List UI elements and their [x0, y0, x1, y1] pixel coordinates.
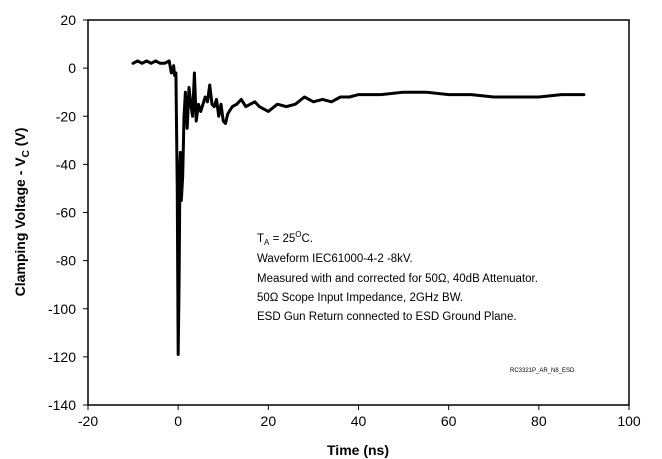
x-axis-ticks: -20 0 20 40 60 80 100 — [78, 405, 641, 429]
y-tick-label: -140 — [48, 397, 76, 413]
x-tick-label: 20 — [261, 413, 277, 429]
y-tick-label: -20 — [56, 108, 76, 124]
y-axis-title-unit: (V) — [12, 128, 28, 151]
x-tick-label: 100 — [617, 413, 641, 429]
x-tick-label: 60 — [441, 413, 457, 429]
y-axis-title: Clamping Voltage - VC (V) — [12, 128, 32, 297]
annotation-waveform: Waveform IEC61000-4-2 -8kV. — [257, 253, 413, 265]
annotation-impedance: 50Ω Scope Input Impedance, 2GHz BW. — [257, 292, 463, 304]
y-axis-title-subscript: C — [21, 150, 32, 157]
x-tick-label: -20 — [78, 413, 98, 429]
x-tick-label: 40 — [351, 413, 367, 429]
x-axis-title: Time (ns) — [327, 442, 389, 458]
y-axis-title-main: Clamping Voltage - V — [12, 157, 28, 297]
y-tick-label: -100 — [48, 301, 76, 317]
y-tick-label: -80 — [56, 253, 76, 269]
annotation-temperature: TA = 25OC. — [257, 230, 313, 247]
clamping-voltage-line — [131, 59, 586, 356]
temp-degree: O — [295, 230, 301, 239]
figure-code: RC3321P_AR_N8_ESD — [510, 368, 575, 374]
temp-subscript: A — [264, 238, 270, 247]
y-tick-label: 0 — [68, 60, 76, 76]
conditions-annotation: TA = 25OC. Waveform IEC61000-4-2 -8kV. M… — [257, 230, 538, 323]
x-tick-label: 80 — [531, 413, 547, 429]
annotation-ground: ESD Gun Return connected to ESD Ground P… — [257, 311, 517, 323]
y-axis-ticks: 20 0 -20 -40 -60 -80 -100 -120 -140 — [48, 12, 88, 413]
y-tick-label: -60 — [56, 205, 76, 221]
annotation-measured: Measured with and corrected for 50Ω, 40d… — [257, 273, 538, 285]
y-tick-label: 20 — [60, 12, 76, 28]
y-tick-label: -120 — [48, 349, 76, 365]
plot-area — [87, 19, 630, 406]
temp-unit: C. — [302, 233, 314, 245]
temp-value: = 25 — [269, 233, 295, 245]
x-tick-label: 0 — [174, 413, 182, 429]
temp-prefix: T — [257, 233, 264, 245]
y-tick-label: -40 — [56, 156, 76, 172]
